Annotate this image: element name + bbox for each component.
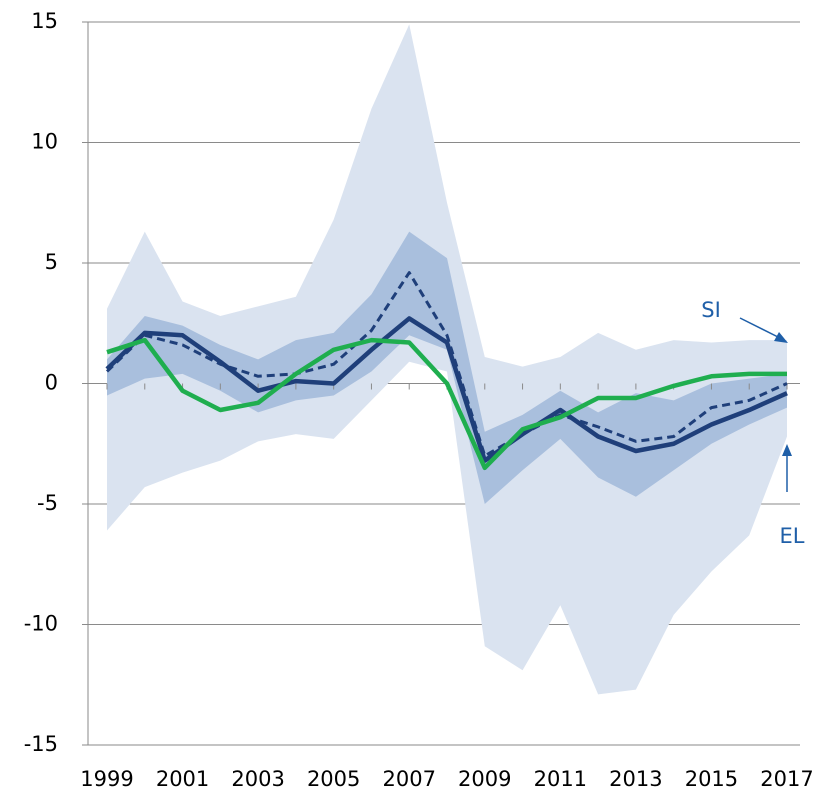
y-tick-label: -15 — [24, 732, 58, 756]
series-line — [105, 316, 788, 463]
x-tick-label: 2007 — [382, 767, 435, 791]
x-tick-label: 2009 — [458, 767, 511, 791]
plot-area: -15 -10 -5 0 5 10 15 1999 2001 2003 2005 2007 2009 20… — [24, 9, 814, 791]
annotation: SI — [701, 298, 721, 322]
y-tick-label: 5 — [45, 250, 58, 274]
annotation: EL — [780, 524, 805, 548]
x-tick-label: 2001 — [156, 767, 209, 791]
x-tick-label: 2017 — [760, 767, 813, 791]
x-tick-label: 2015 — [685, 767, 738, 791]
x-tick-label: 2003 — [231, 767, 284, 791]
x-tick-label: 2005 — [307, 767, 360, 791]
range-band — [107, 24, 787, 695]
range-band — [107, 231, 787, 505]
y-tick-label: 15 — [31, 9, 58, 33]
series-line — [105, 271, 788, 458]
series-line — [106, 337, 787, 471]
y-tick-label: 10 — [31, 130, 58, 154]
y-tick-label: -5 — [37, 491, 58, 515]
x-tick-label: 2011 — [534, 767, 587, 791]
x-tick-label: 1999 — [80, 767, 133, 791]
x-tick-label: 2013 — [609, 767, 662, 791]
y-tick-label: 0 — [45, 371, 58, 395]
y-tick-label: -10 — [24, 612, 58, 636]
arrow-head — [774, 332, 788, 343]
arrow-head — [782, 444, 792, 456]
